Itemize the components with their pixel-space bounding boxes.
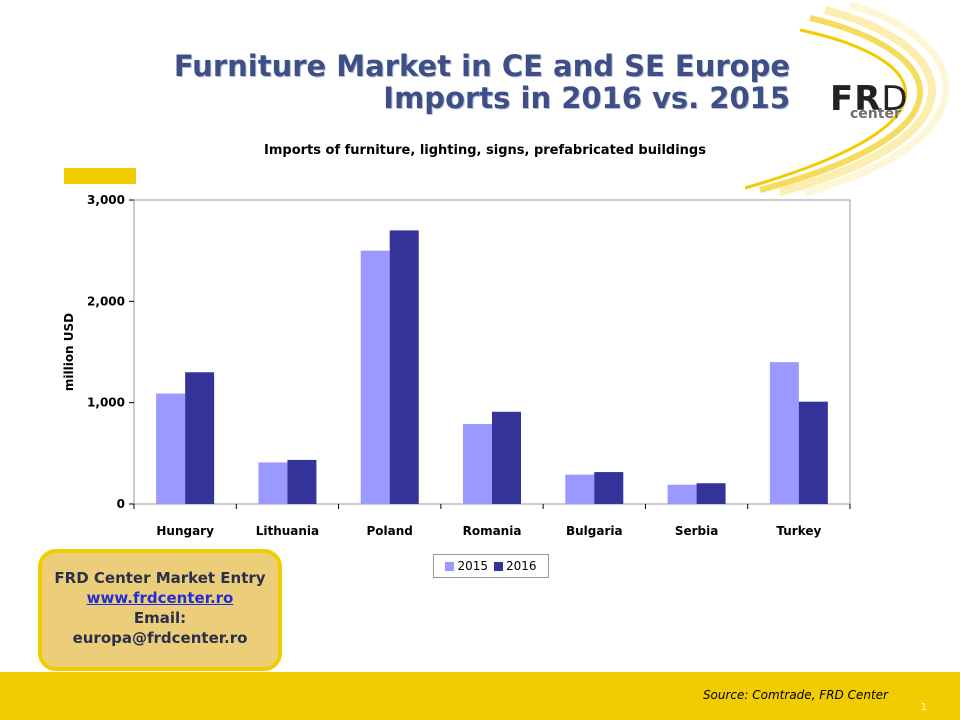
logo-subtext: center [850, 106, 901, 122]
bar-serbia-2016 [696, 483, 726, 504]
legend-swatch-2016 [494, 561, 503, 571]
bar-bulgaria-2015 [565, 474, 595, 504]
legend-item-2015: 2015 [445, 559, 488, 573]
logo-letter-r: R [854, 79, 882, 119]
email-address[interactable]: europa@frdcenter.ro [72, 629, 248, 647]
legend-swatch-2015 [445, 561, 455, 571]
legend-label-2016: 2016 [506, 559, 537, 573]
bar-poland-2015 [360, 250, 390, 504]
x-tick-label-romania: Romania [463, 524, 522, 538]
slide-title-line1: Furniture Market in CE and SE Europe [173, 49, 790, 83]
bar-lithuania-2016 [287, 459, 317, 504]
logo-letter-d: D [881, 79, 909, 119]
contact-box: FRD Center Market Entry www.frdcenter.ro… [38, 549, 282, 671]
y-tick-label: 1,000 [87, 396, 125, 410]
bar-chart: 0 1,000 2,000 3,000 Hungary Lithuania Poland R… [62, 193, 851, 538]
page-number: 1 [920, 702, 927, 713]
x-tick-label-serbia: Serbia [675, 524, 719, 538]
x-tick-label-turkey: Turkey [776, 524, 821, 538]
y-tick-label: 3,000 [87, 193, 125, 207]
bar-hungary-2016 [185, 372, 215, 504]
x-tick-label-bulgaria: Bulgaria [566, 524, 623, 538]
source-note: Source: Comtrade, FRD Center [702, 688, 888, 702]
bars [156, 230, 828, 504]
x-tick-label-hungary: Hungary [156, 524, 214, 538]
legend-item-2016: 2016 [494, 559, 537, 573]
y-axis: 0 1,000 2,000 3,000 [87, 193, 134, 511]
y-axis-label: million USD [62, 313, 76, 391]
legend-label-2015: 2015 [457, 559, 488, 573]
x-tick-label-lithuania: Lithuania [256, 524, 319, 538]
bar-hungary-2015 [156, 393, 186, 504]
email-label: Email: [133, 609, 187, 627]
chart-title: Imports of furniture, lighting, signs, p… [264, 143, 706, 158]
y-tick-label: 2,000 [87, 294, 125, 308]
bar-turkey-2016 [798, 401, 828, 504]
frd-logo: FRD center [830, 80, 930, 130]
footer-bar: Source: Comtrade, FRD Center 1 [0, 672, 960, 720]
chart-legend: 2015 2016 [433, 554, 549, 578]
website-link[interactable]: www.frdcenter.ro [86, 589, 234, 607]
slide-title-line2: Imports in 2016 vs. 2015 [383, 81, 790, 115]
accent-bar [64, 168, 136, 184]
x-axis-labels: Hungary Lithuania Poland Romania Bulgaria Ser… [133, 504, 851, 538]
y-tick-label: 0 [117, 497, 125, 511]
logo-letter-f: F [830, 79, 855, 119]
bar-serbia-2015 [667, 484, 697, 504]
contact-company: FRD Center Market Entry [54, 569, 266, 587]
bar-romania-2015 [463, 423, 492, 504]
bar-turkey-2015 [769, 362, 799, 504]
x-tick-label-poland: Poland [367, 524, 413, 538]
slide-title: Furniture Market in CE and SE Europe Imp… [90, 50, 790, 114]
logo-mark: FRD [830, 80, 909, 118]
bar-poland-2016 [389, 230, 419, 504]
bar-romania-2016 [492, 411, 521, 504]
bar-bulgaria-2016 [594, 472, 624, 504]
bar-lithuania-2015 [258, 462, 288, 504]
